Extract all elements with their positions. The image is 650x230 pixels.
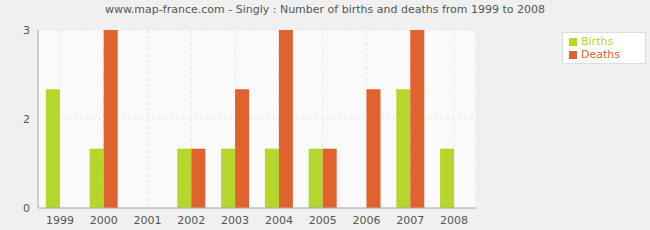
- svg-text:2008: 2008: [440, 214, 468, 227]
- svg-text:2004: 2004: [265, 214, 293, 227]
- html-text:Births: Births: [581, 35, 614, 48]
- svg-text:2007: 2007: [396, 214, 424, 227]
- svg-text:2005: 2005: [309, 214, 337, 227]
- svg-text:2000: 2000: [90, 214, 118, 227]
- svg-text:2006: 2006: [353, 214, 381, 227]
- svg-text:0: 0: [23, 202, 30, 215]
- svg-text:3: 3: [23, 24, 30, 37]
- svg-text:2: 2: [23, 113, 30, 126]
- html-text:Deaths: Deaths: [581, 48, 620, 61]
- html-text:www.map-france.com - Singly :: www.map-france.com - Singly : Number of …: [104, 3, 546, 16]
- svg-text:2002: 2002: [177, 214, 205, 227]
- svg-text:1999: 1999: [46, 214, 74, 227]
- svg-text:2003: 2003: [221, 214, 249, 227]
- svg-text:2001: 2001: [134, 214, 162, 227]
